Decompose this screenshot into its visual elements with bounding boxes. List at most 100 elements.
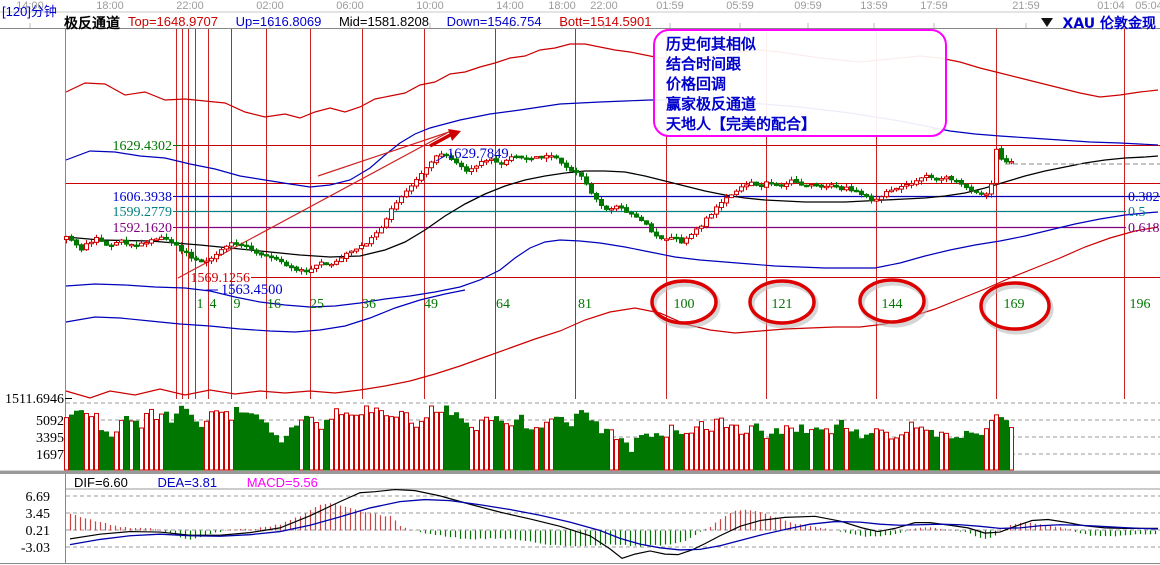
candle-body [204,260,209,263]
volume-bar [439,411,444,471]
candle-body [164,236,169,240]
candle-body [454,158,459,164]
volume-bar [389,416,394,471]
param-top: Top=1648.9707 [128,14,219,29]
volume-bar [419,420,424,471]
candle-body [904,184,909,187]
candle-body [254,249,259,254]
candle-body [69,235,74,241]
timeframe-label[interactable]: [120]分钟 [2,4,57,19]
candle-body [644,220,649,225]
candle-body [419,173,424,181]
volume-bar [834,424,839,471]
candle-body [979,192,984,195]
gann-ellipse-annotation[interactable] [650,279,718,325]
candle-body [494,158,499,163]
volume-bar [644,433,649,471]
candle-body [964,183,969,189]
candle-body [404,190,409,198]
volume-bar [194,421,199,471]
dea-value-label: DEA=3.81 [157,475,218,490]
candle-body [689,233,694,239]
time-axis-label: 22:00 [590,0,618,12]
param-up: Up=1616.8069 [235,14,322,29]
candle-body [169,239,174,244]
volume-bar [349,414,354,471]
volume-bar [299,419,304,471]
volume-bar [529,429,534,471]
volume-bar [244,412,249,471]
gann-ellipse-annotation[interactable] [979,281,1051,331]
volume-bar [79,410,84,471]
candle-body [934,177,939,181]
annotation-box[interactable]: 历史何其相似 结合时间跟 价格回调 赢家极反通道 天地人【完美的配合】 [653,29,947,137]
gann-ellipse-annotation[interactable] [858,278,926,324]
gann-number-label: 36 [362,297,376,312]
symbol-label[interactable]: XAU 伦敦金现 [1062,16,1156,32]
candle-body [754,181,759,186]
volume-bar [769,433,774,471]
volume-bar [639,435,644,471]
candle-body [414,179,419,187]
fib-ratio-label: 0.618 [1128,221,1160,236]
price-callout-label[interactable]: 1563.4500 [221,282,283,298]
volume-bar [334,408,339,471]
candle-body [914,180,919,185]
volume-bar [899,434,904,471]
volume-bar [139,427,144,471]
gann-number-label: 169 [1004,297,1025,312]
volume-bar [609,429,614,471]
candle-body [224,245,229,250]
annotation-line: 天地人【完美的配合】 [666,115,817,133]
candle-body [489,158,494,161]
candle-body [314,264,319,269]
candle-body [939,178,944,181]
volume-bar [729,424,734,471]
volume-bar [309,416,314,471]
volume-bar [469,426,474,471]
candle-body [324,262,329,266]
fib-ratio-label: 0.382 [1128,190,1160,205]
time-axis-label: 14:00 [16,0,44,12]
candle-body [764,181,769,188]
volume-bar [874,428,879,471]
price-callout-label[interactable]: 1629.7849 [447,146,509,162]
volume-bar [734,424,739,471]
indicator-name-label: 极反通道 [64,15,120,31]
gann-ellipse-annotation[interactable] [748,279,816,325]
candle-body [759,184,764,188]
candle-body [949,175,954,181]
macd-dif-line [69,488,1158,559]
candle-body [184,250,189,254]
candle-body [879,196,884,201]
volume-bar [499,420,504,471]
candle-body [104,240,109,246]
candle-body [629,212,634,215]
volume-bar [154,419,159,471]
candle-body [684,237,689,244]
channel-mid-line [65,155,1159,258]
volume-bar [709,430,714,471]
candle-body [279,258,284,263]
candle-body [854,189,859,193]
volume-bar [104,431,109,471]
candle-body [449,155,454,160]
volume-bar [994,414,999,471]
time-axis-label: 01:04 [1097,0,1125,12]
volume-bar [964,430,969,471]
volume-bar [969,432,974,471]
candle-body [1009,161,1014,164]
volume-bar [879,429,884,471]
candle-body [959,179,964,185]
volume-bar [629,451,634,471]
volume-bar [399,410,404,471]
volume-bar [164,411,169,471]
volume-bar [109,436,114,471]
candle-body [634,213,639,218]
candle-body [829,184,834,188]
volume-bar [344,412,349,471]
candle-body [709,214,714,219]
volume-bar [204,420,209,471]
candle-body [379,227,384,234]
